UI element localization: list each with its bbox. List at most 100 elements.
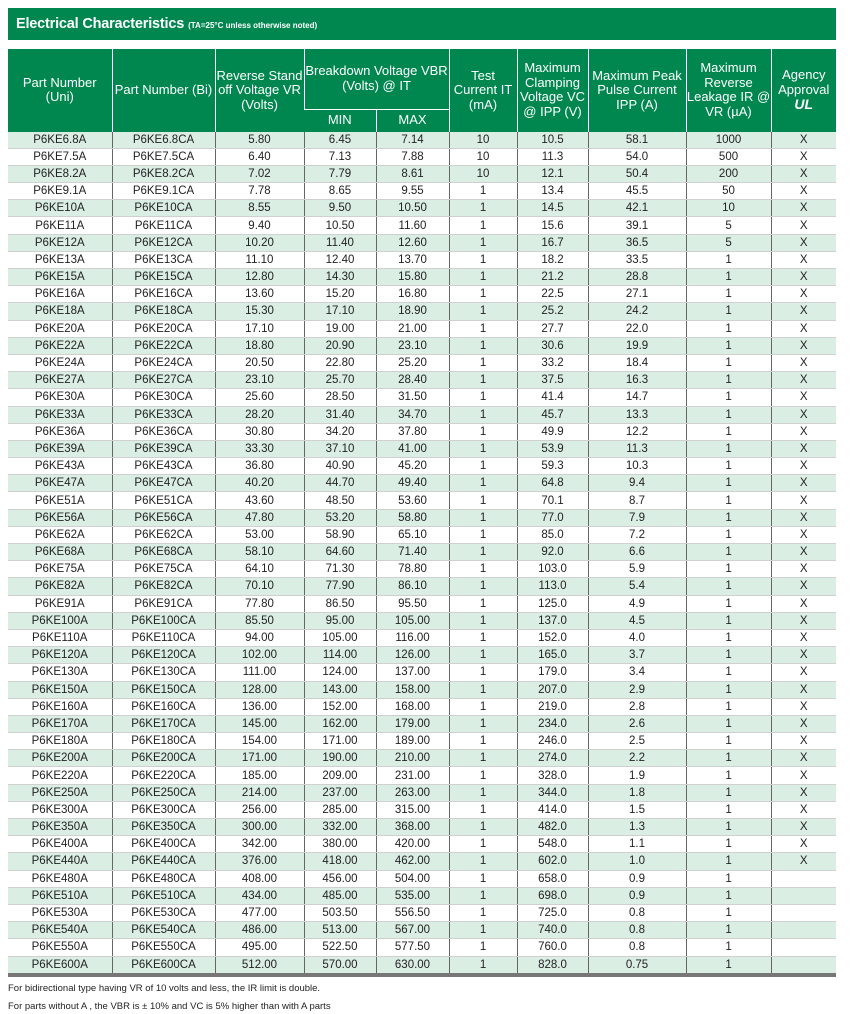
cell-part-bi: P6KE24CA (111, 354, 215, 373)
cell-vc: 22.5 (516, 285, 589, 304)
cell-ipp: 42.1 (587, 199, 687, 218)
header-agency-label: Agency Approval (778, 67, 830, 97)
cell-agency: X (770, 285, 837, 304)
cell-it: 1 (448, 457, 518, 476)
cell-vr: 11.10 (214, 251, 304, 270)
cell-vbr-min: 9.50 (303, 199, 376, 218)
table-row: P6KE200A P6KE200CA 171.00 190.00 210.00 1 274.… (8, 749, 837, 768)
cell-vbr-max: 7.14 (375, 131, 450, 149)
cell-ir: 1 (685, 784, 772, 802)
cell-vbr-min: 332.00 (303, 818, 376, 837)
cell-ipp: 18.4 (587, 354, 687, 373)
cell-vr: 5.80 (214, 131, 304, 149)
cell-part-uni: P6KE540A (8, 921, 112, 940)
table-row: P6KE75A P6KE75CA 64.10 71.30 78.80 1 103.0 5.9 1… (8, 560, 837, 579)
table-row: P6KE62A P6KE62CA 53.00 58.90 65.10 1 85.0 7.2 1 X (8, 526, 837, 545)
cell-ipp: 2.2 (587, 749, 687, 768)
cell-it: 1 (448, 698, 518, 716)
cell-ipp: 7.9 (587, 509, 687, 527)
cell-vr: 495.00 (214, 938, 304, 957)
cell-part-bi: P6KE400CA (111, 835, 215, 854)
cell-vbr-min: 12.40 (303, 251, 376, 270)
cell-it: 1 (448, 491, 518, 510)
table-row: P6KE13A P6KE13CA 11.10 12.40 13.70 1 18.2 33.5 1… (8, 251, 837, 270)
cell-vbr-min: 58.90 (303, 526, 376, 545)
cell-vbr-max: 13.70 (375, 251, 450, 270)
cell-vbr-max: 420.00 (375, 835, 450, 854)
cell-it: 1 (448, 629, 518, 648)
cell-it: 10 (448, 131, 518, 149)
cell-part-uni: P6KE220A (8, 766, 112, 785)
cell-it: 1 (448, 818, 518, 837)
cell-vr: 408.00 (214, 870, 304, 888)
cell-vr: 36.80 (214, 457, 304, 476)
cell-agency: X (770, 216, 837, 235)
cell-ipp: 2.6 (587, 715, 687, 734)
cell-vbr-max: 12.60 (375, 234, 450, 252)
cell-vc: 246.0 (516, 732, 589, 751)
cell-it: 1 (448, 904, 518, 923)
cell-agency: X (770, 199, 837, 218)
cell-part-bi: P6KE82CA (111, 577, 215, 596)
cell-ir: 1 (685, 852, 772, 871)
cell-agency: X (770, 560, 837, 579)
cell-ir: 5 (685, 234, 772, 252)
cell-vc: 103.0 (516, 560, 589, 579)
cell-agency: X (770, 457, 837, 476)
cell-vr: 77.80 (214, 595, 304, 613)
cell-vc: 482.0 (516, 818, 589, 837)
cell-ir: 1000 (685, 131, 772, 149)
cell-vbr-max: 263.00 (375, 784, 450, 802)
cell-ipp: 28.8 (587, 268, 687, 287)
cell-ir: 1 (685, 371, 772, 390)
cell-vbr-max: 7.88 (375, 148, 450, 166)
cell-vr: 23.10 (214, 371, 304, 390)
table-row: P6KE18A P6KE18CA 15.30 17.10 18.90 1 25.2 24.2 1… (8, 302, 837, 321)
cell-ir: 1 (685, 887, 772, 905)
cell-it: 1 (448, 560, 518, 579)
cell-ir: 1 (685, 543, 772, 562)
cell-vbr-min: 64.60 (303, 543, 376, 562)
cell-vbr-min: 285.00 (303, 801, 376, 820)
cell-ir: 1 (685, 457, 772, 476)
table-row: P6KE20A P6KE20CA 17.10 19.00 21.00 1 27.7 22.0 1… (8, 320, 837, 338)
cell-part-bi: P6KE43CA (111, 457, 215, 476)
cell-part-uni: P6KE68A (8, 543, 112, 562)
cell-vbr-min: 6.45 (303, 131, 376, 149)
cell-part-bi: P6KE8.2CA (111, 165, 215, 184)
table-row: P6KE530A P6KE530CA 477.00 503.50 556.50 1 725.… (8, 904, 837, 923)
cell-part-bi: P6KE250CA (111, 784, 215, 802)
cell-vbr-max: 25.20 (375, 354, 450, 373)
cell-vc: 18.2 (516, 251, 589, 270)
table-row: P6KE100A P6KE100CA 85.50 95.00 105.00 1 137.0 4… (8, 612, 837, 630)
cell-vc: 64.8 (516, 474, 589, 493)
cell-part-bi: P6KE510CA (111, 887, 215, 905)
cell-vc: 152.0 (516, 629, 589, 648)
cell-vc: 53.9 (516, 440, 589, 459)
cell-part-uni: P6KE7.5A (8, 148, 112, 166)
cell-ipp: 4.5 (587, 612, 687, 630)
cell-ipp: 6.6 (587, 543, 687, 562)
cell-part-uni: P6KE56A (8, 509, 112, 527)
cell-vr: 145.00 (214, 715, 304, 734)
cell-ir: 500 (685, 148, 772, 166)
cell-ir: 1 (685, 388, 772, 407)
cell-ipp: 1.8 (587, 784, 687, 802)
cell-vbr-min: 15.20 (303, 285, 376, 304)
cell-agency: X (770, 337, 837, 355)
cell-vc: 274.0 (516, 749, 589, 768)
cell-vr: 12.80 (214, 268, 304, 287)
cell-vbr-max: 18.90 (375, 302, 450, 321)
cell-it: 1 (448, 835, 518, 854)
cell-part-uni: P6KE480A (8, 870, 112, 888)
cell-vr: 512.00 (214, 956, 304, 977)
cell-vr: 58.10 (214, 543, 304, 562)
header-vbr: Breakdown Voltage VBR (Volts) @ IT (303, 49, 450, 109)
table-row: P6KE150A P6KE150CA 128.00 143.00 158.00 1 207.… (8, 681, 837, 699)
cell-ir: 1 (685, 354, 772, 373)
cell-vbr-min: 171.00 (303, 732, 376, 751)
table-row: P6KE24A P6KE24CA 20.50 22.80 25.20 1 33.2 18.4 1… (8, 354, 837, 373)
cell-part-bi: P6KE27CA (111, 371, 215, 390)
table-row: P6KE36A P6KE36CA 30.80 34.20 37.80 1 49.9 12.2 1… (8, 423, 837, 441)
cell-vbr-max: 21.00 (375, 320, 450, 338)
